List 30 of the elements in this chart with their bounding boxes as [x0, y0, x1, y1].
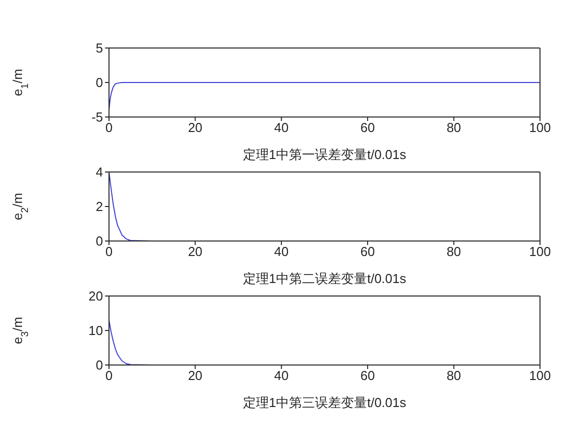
x-tick-label: 40	[274, 120, 289, 136]
x-tick-label: 80	[446, 120, 462, 136]
x-tick-label: 60	[360, 120, 375, 136]
x-tick-label: 20	[188, 244, 202, 260]
y-tick-label: 0	[96, 358, 103, 373]
y-tick-label: 5	[96, 40, 103, 56]
x-tick-label: 80	[446, 244, 462, 260]
y-tick-label: 4	[96, 164, 103, 180]
x-axis-title: 定理1中第二误差变量t/0.01s	[242, 271, 407, 286]
x-tick-label: 0	[105, 120, 113, 136]
x-tick-label: 60	[360, 244, 375, 260]
x-tick-label: 0	[105, 368, 113, 384]
x-tick-label: 100	[529, 120, 551, 136]
y-tick-label: 0	[96, 75, 103, 90]
y-tick-label: 0	[96, 234, 103, 249]
x-tick-label: 60	[360, 368, 375, 384]
x-tick-label: 20	[188, 368, 202, 384]
x-tick-label: 100	[529, 368, 551, 384]
x-axis-title: 定理1中第三误差变量t/0.01s	[242, 395, 407, 410]
y-tick-label: -5	[91, 110, 103, 125]
x-tick-label: 0	[105, 244, 113, 260]
x-tick-label: 20	[188, 120, 202, 136]
x-tick-label: 40	[274, 244, 289, 260]
x-tick-label: 80	[446, 368, 462, 384]
y-tick-label: 20	[88, 288, 103, 304]
y-tick-label: 10	[88, 323, 103, 338]
x-tick-label: 100	[529, 244, 551, 260]
y-tick-label: 2	[96, 199, 103, 214]
x-axis-title: 定理1中第一误差变量t/0.01s	[242, 147, 407, 162]
x-tick-label: 40	[274, 368, 289, 384]
